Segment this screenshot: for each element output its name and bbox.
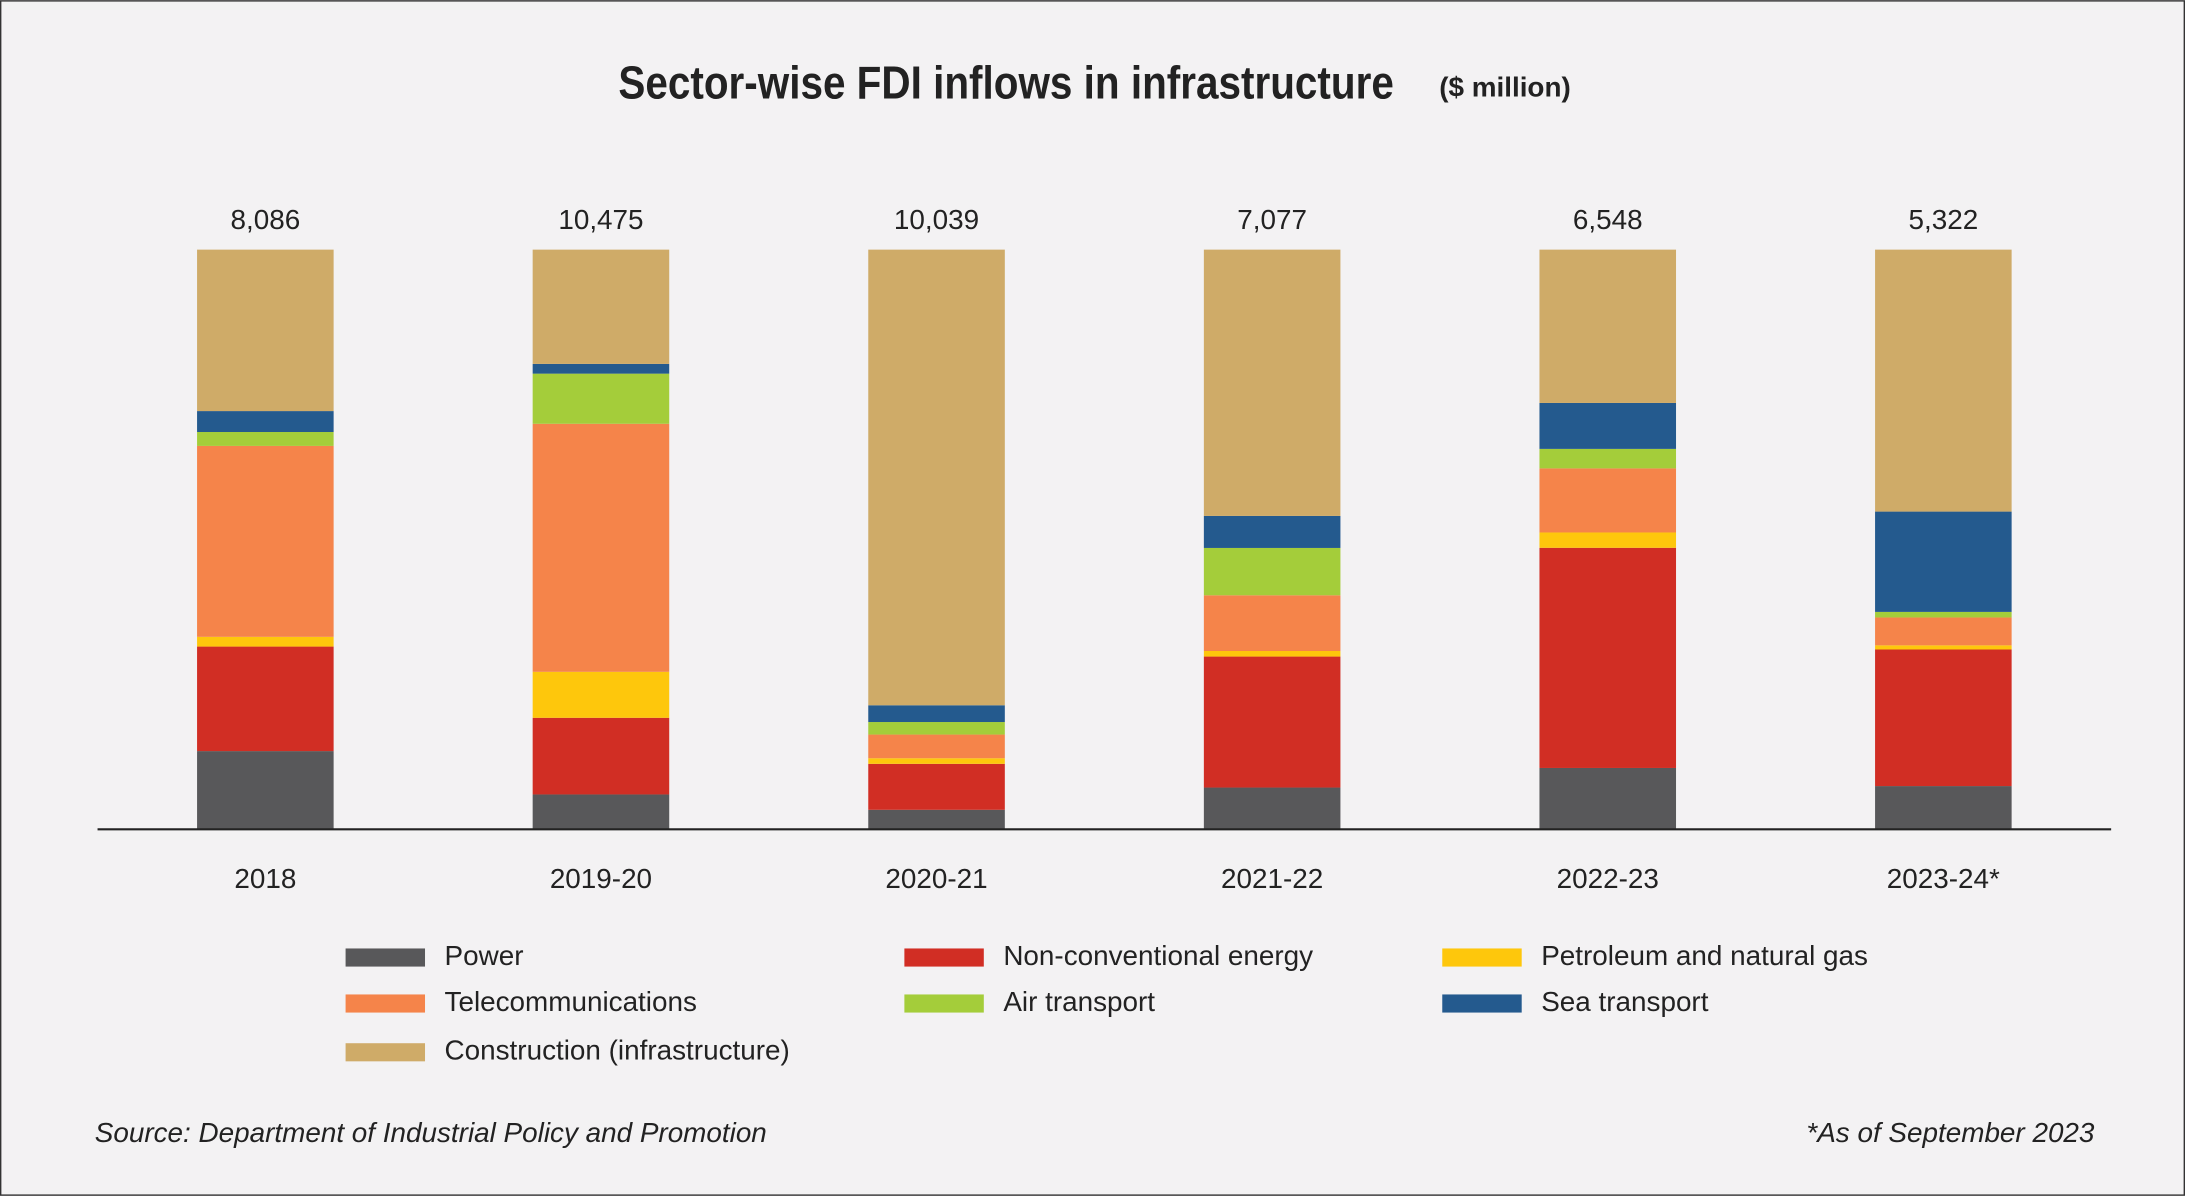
bar-segment: [868, 758, 1005, 764]
legend-swatch: [904, 994, 984, 1013]
legend-label: Construction (infrastructure): [445, 1035, 790, 1066]
x-tick-label: 2018: [234, 863, 296, 894]
total-label: 5,322: [1908, 204, 1978, 235]
legend-swatch: [345, 948, 426, 967]
bar-segment: [532, 373, 670, 424]
bar-segment: [197, 432, 334, 446]
bar-segment: [532, 671, 670, 718]
bar-segment: [532, 717, 670, 795]
bar-segment: [1539, 532, 1677, 548]
legend-label: Power: [445, 940, 524, 971]
bar-segment: [1203, 515, 1341, 548]
bar-segment: [197, 445, 334, 637]
bar-segment: [1539, 448, 1677, 469]
total-label: 6,548: [1573, 204, 1643, 235]
bar-segment: [1539, 468, 1677, 533]
footnote: *As of September 2023: [1806, 1117, 2095, 1148]
legend-label: Sea transport: [1541, 986, 1709, 1017]
total-label: 10,039: [894, 204, 979, 235]
bar-segment: [868, 763, 1005, 810]
legend-swatch: [345, 1043, 426, 1062]
total-label: 7,077: [1237, 204, 1307, 235]
bar-segment: [1203, 656, 1341, 788]
bar-segment: [1203, 650, 1341, 657]
legend-swatch: [1442, 948, 1522, 967]
bar-segment: [197, 411, 334, 433]
bar-segment: [1203, 547, 1341, 596]
bar-segment: [532, 794, 670, 830]
bar-segment: [1875, 786, 2012, 830]
bar-segment: [1875, 649, 2012, 787]
x-tick-label: 2022-23: [1557, 863, 1659, 894]
x-tick-label: 2023-24*: [1887, 863, 2000, 894]
total-label: 10,475: [558, 204, 643, 235]
x-tick-label: 2020-21: [885, 863, 987, 894]
bar-segment: [1203, 595, 1341, 651]
legend-label: Telecommunications: [445, 986, 697, 1017]
legend-label: Air transport: [1003, 986, 1155, 1017]
bar-segment: [1539, 547, 1677, 768]
x-tick-label: 2019-20: [550, 863, 652, 894]
total-label: 8,086: [230, 204, 300, 235]
bar-segment: [1203, 249, 1341, 516]
bar-segment: [868, 809, 1005, 830]
bar-segment: [197, 249, 334, 412]
chart-subtitle: ($ million): [1439, 72, 1571, 103]
bar-segment: [868, 734, 1005, 759]
bar-segment: [1539, 249, 1677, 403]
bar-segment: [868, 249, 1005, 706]
bar-segment: [197, 751, 334, 830]
legend-label: Non-conventional energy: [1003, 940, 1313, 971]
bar-segment: [197, 636, 334, 647]
bar-segment: [1875, 249, 2012, 512]
bar-segment: [532, 363, 670, 374]
bar-segment: [1539, 402, 1677, 449]
bar-segment: [1875, 511, 2012, 612]
bar-segment: [1875, 617, 2012, 646]
x-tick-label: 2021-22: [1221, 863, 1323, 894]
bar-segment: [868, 722, 1005, 735]
bar-segment: [532, 423, 670, 672]
chart-title: Sector-wise FDI inflows in infrastructur…: [618, 58, 1393, 109]
bar-segment: [1203, 787, 1341, 830]
bar-segment: [1875, 611, 2012, 618]
legend-swatch: [904, 948, 984, 967]
legend-swatch: [345, 994, 426, 1013]
bar-segment: [1875, 645, 2012, 650]
bar-segment: [1539, 767, 1677, 830]
bar-segment: [868, 705, 1005, 723]
source: Source: Department of Industrial Policy …: [95, 1117, 767, 1148]
bar-segment: [197, 646, 334, 752]
legend-label: Petroleum and natural gas: [1541, 940, 1868, 971]
bar-segment: [532, 249, 670, 364]
legend-swatch: [1442, 994, 1522, 1013]
